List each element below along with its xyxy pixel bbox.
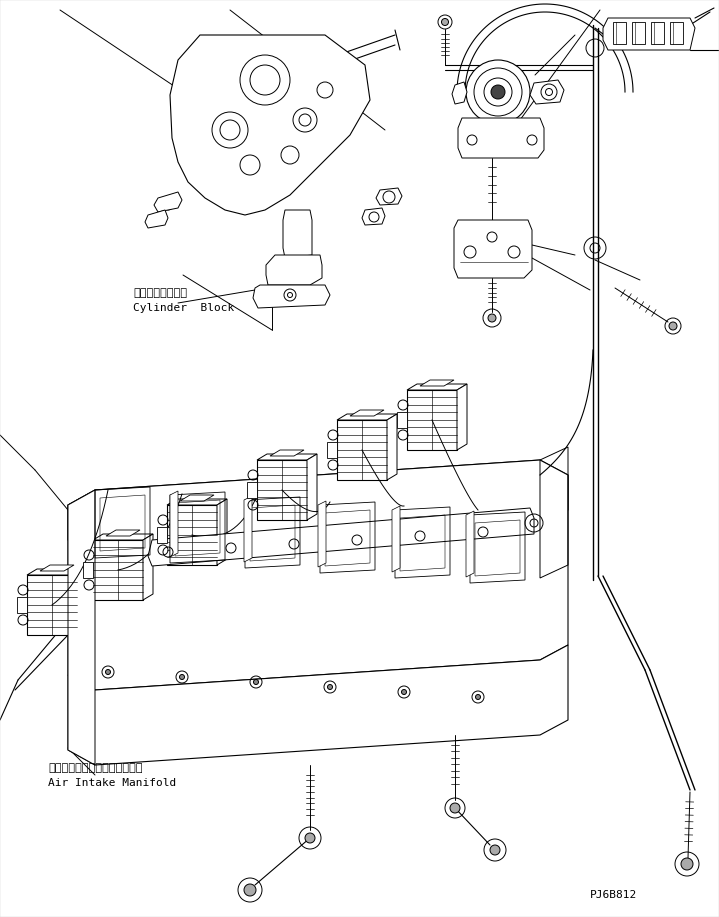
- Polygon shape: [145, 210, 168, 228]
- Polygon shape: [603, 18, 695, 50]
- Bar: [613, 22, 626, 44]
- Circle shape: [180, 675, 185, 679]
- Polygon shape: [253, 285, 330, 308]
- Polygon shape: [283, 210, 312, 258]
- Polygon shape: [454, 220, 532, 278]
- Text: PJ6B812: PJ6B812: [590, 890, 637, 900]
- Polygon shape: [68, 490, 95, 765]
- Polygon shape: [466, 511, 474, 577]
- Circle shape: [681, 858, 693, 870]
- Polygon shape: [307, 454, 317, 520]
- Polygon shape: [244, 496, 252, 562]
- Circle shape: [466, 60, 530, 124]
- Polygon shape: [93, 540, 143, 600]
- Polygon shape: [148, 508, 534, 566]
- Polygon shape: [170, 491, 178, 557]
- Circle shape: [491, 85, 505, 99]
- Circle shape: [475, 694, 480, 700]
- Circle shape: [450, 803, 460, 813]
- Polygon shape: [154, 192, 182, 212]
- Polygon shape: [392, 506, 400, 572]
- Polygon shape: [93, 534, 153, 540]
- Polygon shape: [170, 35, 370, 215]
- Polygon shape: [143, 534, 153, 600]
- Polygon shape: [83, 562, 93, 578]
- Polygon shape: [266, 255, 322, 285]
- Polygon shape: [407, 390, 457, 450]
- Polygon shape: [157, 527, 167, 543]
- Circle shape: [488, 314, 496, 322]
- Polygon shape: [337, 414, 397, 420]
- Polygon shape: [457, 384, 467, 450]
- Bar: [651, 22, 664, 44]
- Circle shape: [254, 679, 259, 684]
- Bar: [670, 22, 683, 44]
- Polygon shape: [17, 597, 27, 613]
- Polygon shape: [362, 208, 385, 225]
- Polygon shape: [257, 460, 307, 520]
- Polygon shape: [387, 414, 397, 480]
- Polygon shape: [106, 530, 140, 536]
- Text: エアーインテイクマニホルード: エアーインテイクマニホルード: [48, 763, 142, 773]
- Polygon shape: [167, 505, 217, 565]
- Polygon shape: [452, 82, 467, 104]
- Polygon shape: [257, 454, 317, 460]
- Polygon shape: [68, 460, 568, 690]
- Polygon shape: [247, 482, 257, 498]
- Polygon shape: [40, 565, 74, 571]
- Polygon shape: [68, 460, 568, 555]
- Polygon shape: [407, 384, 467, 390]
- Circle shape: [327, 684, 332, 690]
- Polygon shape: [217, 499, 227, 565]
- Polygon shape: [397, 412, 407, 428]
- Text: Air Intake Manifold: Air Intake Manifold: [48, 778, 176, 788]
- Circle shape: [669, 322, 677, 330]
- Text: シリンダブロック: シリンダブロック: [133, 288, 187, 298]
- Polygon shape: [458, 118, 544, 158]
- Polygon shape: [167, 499, 227, 505]
- Polygon shape: [337, 420, 387, 480]
- Circle shape: [401, 690, 406, 694]
- Polygon shape: [180, 495, 214, 501]
- Circle shape: [441, 18, 449, 26]
- Polygon shape: [327, 442, 337, 458]
- Polygon shape: [318, 501, 326, 567]
- Circle shape: [244, 884, 256, 896]
- Polygon shape: [376, 188, 402, 205]
- Polygon shape: [530, 80, 564, 104]
- Circle shape: [490, 845, 500, 855]
- Polygon shape: [27, 569, 87, 575]
- Polygon shape: [420, 380, 454, 386]
- Circle shape: [106, 669, 111, 675]
- Bar: [632, 22, 645, 44]
- Polygon shape: [270, 450, 304, 456]
- Polygon shape: [350, 410, 384, 416]
- Circle shape: [305, 833, 315, 843]
- Text: Cylinder  Block: Cylinder Block: [133, 303, 234, 313]
- Polygon shape: [27, 575, 77, 635]
- Polygon shape: [77, 569, 87, 635]
- Polygon shape: [68, 645, 568, 765]
